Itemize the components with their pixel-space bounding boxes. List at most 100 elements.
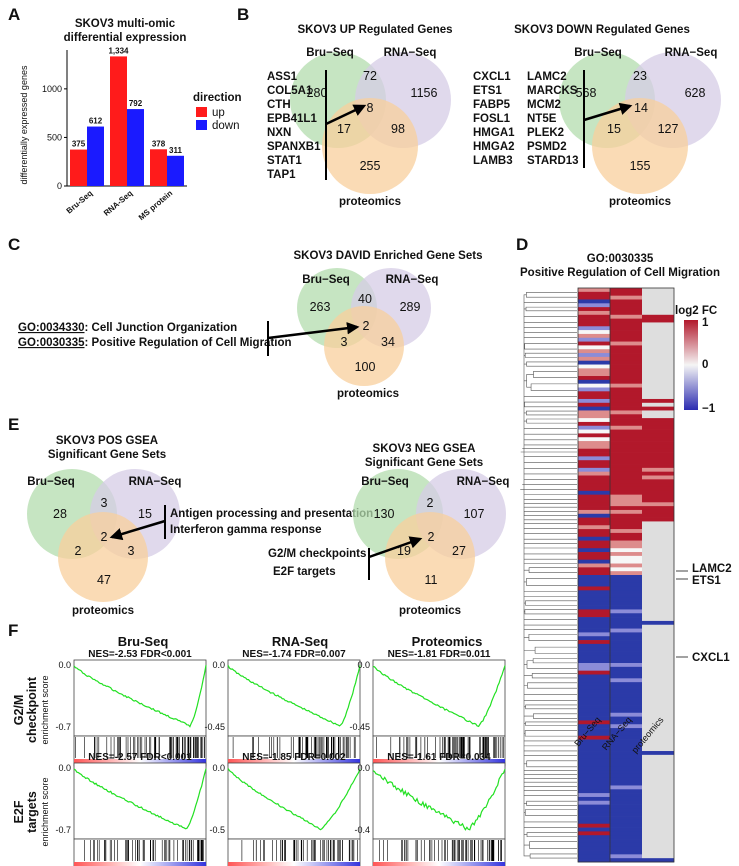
heatmap-cell bbox=[610, 609, 642, 614]
heatmap-cell bbox=[610, 314, 642, 319]
gene: ETS1 bbox=[473, 85, 502, 97]
gene-label: CXCL1 bbox=[692, 652, 730, 664]
gsea-curve bbox=[372, 768, 506, 831]
heatmap-cell bbox=[610, 421, 642, 427]
heatmap-cell bbox=[578, 529, 610, 534]
venn-label-rna: RNA−Seq bbox=[384, 47, 437, 59]
heatmap-cell bbox=[610, 858, 642, 863]
heatmap-cell bbox=[610, 494, 642, 499]
heatmap-cell bbox=[610, 647, 642, 652]
gene: STARD13 bbox=[527, 155, 579, 167]
venn-label-bru: Bru−Seq bbox=[361, 476, 409, 488]
heatmap-cell bbox=[578, 383, 610, 388]
heatmap-cell bbox=[610, 521, 642, 526]
count-bru-prot: 2 bbox=[75, 544, 82, 558]
heatmap-cell bbox=[578, 823, 610, 828]
heatmap-cell bbox=[610, 839, 642, 844]
heatmap-cell bbox=[642, 743, 674, 748]
b-up-genes: ASS1 COL5A1 CTH EPB41L1 NXN SPANXB1 STAT… bbox=[267, 70, 367, 181]
gsea-ytick-top: 0.0 bbox=[58, 660, 71, 670]
venn-label-bru: Bru−Seq bbox=[574, 47, 622, 59]
heatmap-cell bbox=[578, 356, 610, 362]
count-center: 2 bbox=[428, 530, 435, 544]
count-prot-only: 47 bbox=[97, 573, 111, 587]
heatmap-cell bbox=[642, 521, 674, 526]
venn-circle-proteomics bbox=[58, 512, 148, 602]
heatmap-cell bbox=[610, 640, 642, 645]
heatmap-cell bbox=[610, 582, 642, 587]
heatmap-cell bbox=[642, 781, 674, 786]
heatmap-cell bbox=[578, 288, 610, 293]
heatmap-cell bbox=[642, 544, 674, 549]
heatmap-cell bbox=[578, 544, 610, 549]
gsea-hit-lines bbox=[379, 840, 502, 861]
heatmap-cell bbox=[610, 353, 642, 358]
heatmap-cell bbox=[610, 812, 642, 817]
heatmap-cell bbox=[642, 291, 674, 297]
heatmap-cell bbox=[610, 773, 642, 779]
heatmap-cell bbox=[642, 747, 674, 752]
heatmap-cell bbox=[578, 793, 610, 798]
panel-f: F Bru-Seq RNA-Seq Proteomics G2/M checkp… bbox=[8, 621, 506, 866]
heatmap-cell bbox=[610, 402, 642, 407]
heatmap-cell bbox=[578, 816, 610, 821]
gsea-nes-label: NES=-2.57 FDR<0.001 bbox=[88, 752, 192, 763]
heatmap-cell bbox=[642, 758, 674, 763]
heatmap-cell bbox=[578, 509, 610, 515]
heatmap-cell bbox=[610, 498, 642, 503]
heatmap-cell bbox=[642, 555, 674, 561]
heatmap-cell bbox=[642, 816, 674, 821]
heatmap-cell bbox=[578, 337, 610, 342]
heatmap-cell bbox=[578, 490, 610, 495]
venn-circle-proteomics bbox=[385, 512, 475, 602]
heatmap-cell bbox=[642, 804, 674, 809]
go-term-2: GO:0030335: Positive Regulation of Cell … bbox=[18, 337, 292, 349]
heatmap-cell bbox=[642, 617, 674, 622]
heatmap-cell bbox=[578, 689, 610, 694]
count-prot-only: 11 bbox=[425, 573, 438, 587]
heatmap-cell bbox=[610, 540, 642, 545]
heatmap-cell bbox=[610, 685, 642, 691]
heatmap-cell bbox=[610, 506, 642, 511]
heatmap-cell bbox=[610, 383, 642, 388]
gene: MCM2 bbox=[527, 99, 561, 111]
d-title-1: GO:0030335 bbox=[587, 253, 654, 265]
heatmap-cell bbox=[642, 819, 674, 825]
heatmap-cell bbox=[578, 796, 610, 802]
heatmap-cell bbox=[578, 464, 610, 469]
heatmap-cell bbox=[578, 341, 610, 346]
heatmap-cell bbox=[642, 379, 674, 385]
gsea-plot: NES=-1.74 FDR=0.007 0.0 -0.45 bbox=[204, 649, 361, 767]
heatmap-cell bbox=[642, 299, 674, 304]
heatmap-cell bbox=[610, 486, 642, 492]
heatmap-cell bbox=[578, 410, 610, 415]
heatmap-cell bbox=[610, 563, 642, 568]
gsea-curve bbox=[227, 665, 361, 727]
heatmap-cell bbox=[578, 827, 610, 832]
count-center: 8 bbox=[367, 101, 374, 115]
heatmap-cell bbox=[578, 839, 610, 844]
heatmap-cell bbox=[610, 467, 642, 473]
heatmap-cell bbox=[642, 812, 674, 817]
heatmap-cell bbox=[642, 575, 674, 580]
heatmap-cell bbox=[578, 678, 610, 683]
gsea-curve bbox=[372, 665, 506, 728]
heatmap-cell bbox=[578, 720, 610, 725]
heatmap-cell bbox=[578, 777, 610, 782]
gsea-ytick-top: 0.0 bbox=[357, 763, 370, 773]
bar-down bbox=[167, 155, 184, 186]
heatmap-cell bbox=[642, 578, 674, 584]
heatmap-cell bbox=[642, 437, 674, 442]
heatmap-cell bbox=[642, 288, 674, 293]
venn-b-up: Bru−Seq RNA−Seq proteomics 280 72 1156 8… bbox=[290, 47, 451, 208]
e-neg-title-2: Significant Gene Sets bbox=[365, 457, 483, 469]
heatmap-cell bbox=[578, 448, 610, 453]
count-rna-prot: 3 bbox=[128, 544, 135, 558]
heatmap-cell bbox=[610, 842, 642, 848]
count-bru-only: 28 bbox=[53, 507, 67, 521]
gsea-rank-gradient bbox=[373, 862, 505, 866]
heatmap-cell bbox=[642, 651, 674, 656]
heatmap-cell bbox=[578, 563, 610, 568]
heatmap-cell bbox=[610, 578, 642, 584]
heatmap-cell bbox=[610, 548, 642, 553]
